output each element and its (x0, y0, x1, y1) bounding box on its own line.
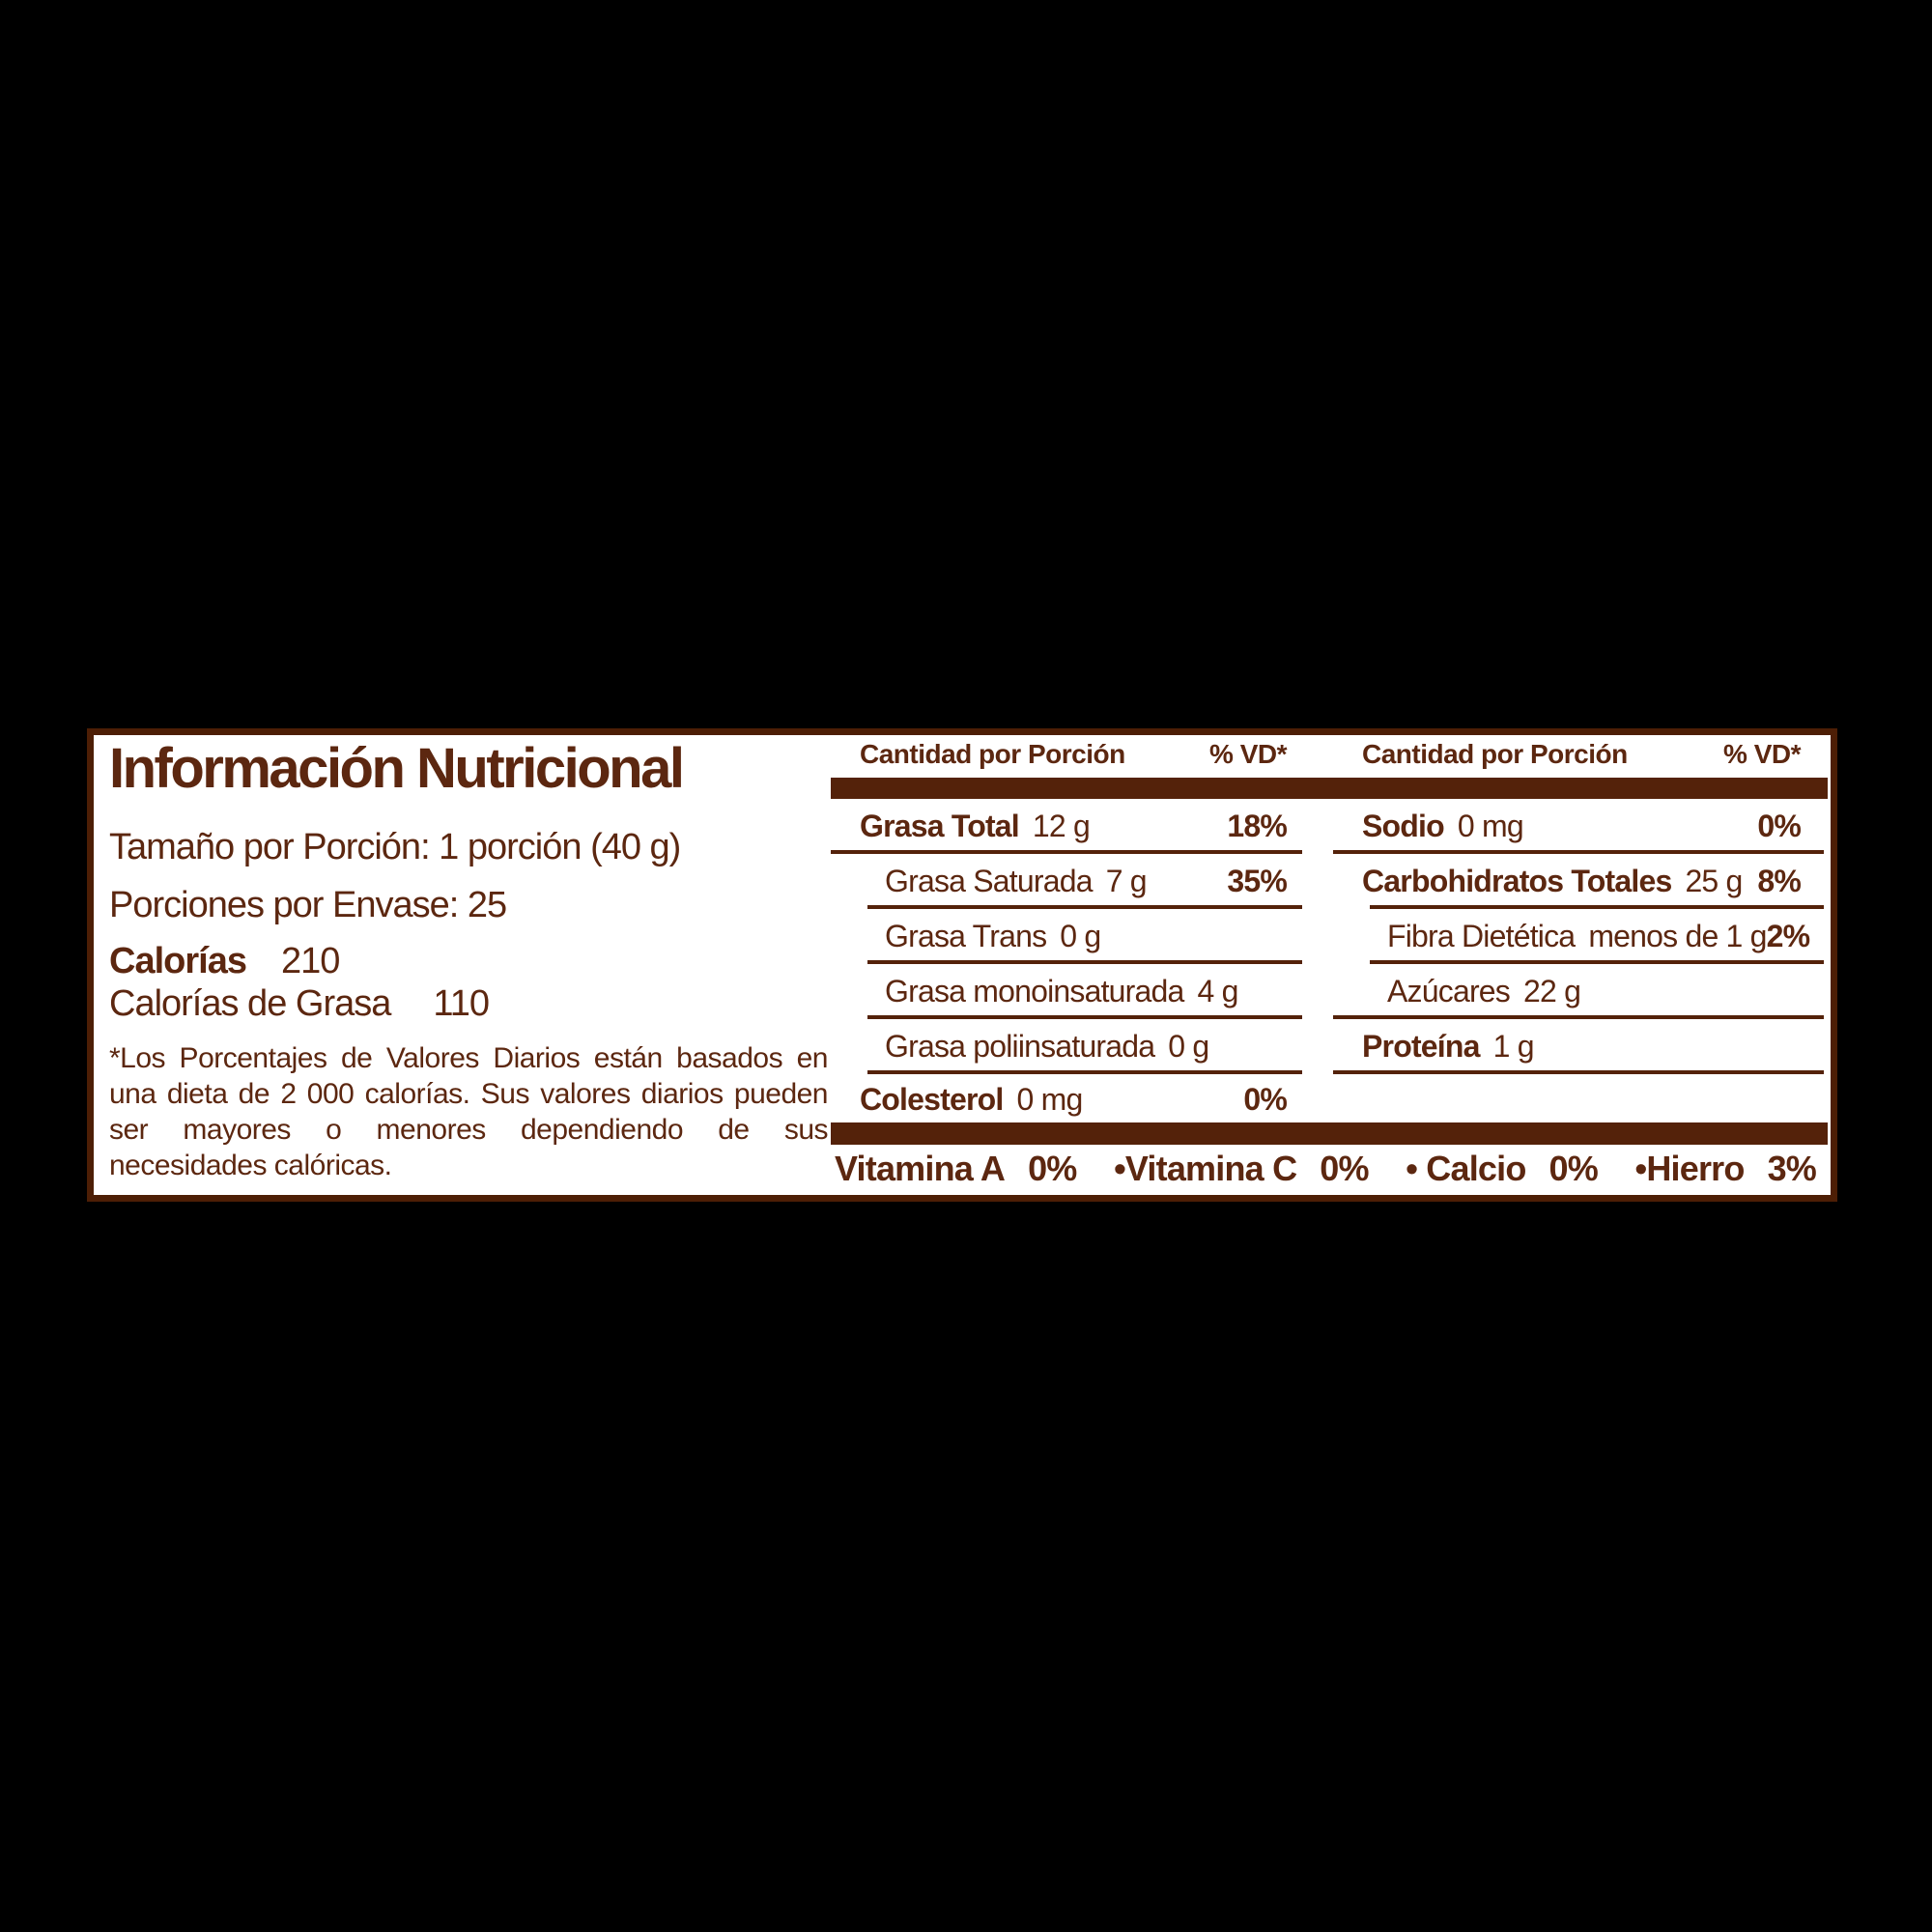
row-dv: 35% (1227, 864, 1287, 898)
row-value: 1 g (1492, 1029, 1535, 1064)
calories-from-fat-value: 110 (433, 983, 490, 1024)
daily-values-footnote: *Los Porcentajes de Valores Diarios está… (109, 1042, 829, 1181)
vitamin-c-item: •Vitamina C 0% (1114, 1149, 1369, 1189)
row-value: 7 g (1105, 864, 1148, 898)
daily-value-header: % VD* (1209, 739, 1287, 769)
vitamin-a-label: Vitamina A (835, 1149, 1006, 1188)
row-value: 12 g (1032, 809, 1091, 843)
calcio-label: • Calcio (1406, 1149, 1526, 1188)
calories-from-fat-line: Calorías de Grasa 110 (109, 982, 828, 1025)
table-row-grasa-total: Grasa Total 12 g 18% (831, 799, 1302, 854)
table-row-colesterol: Colesterol 0 mg 0% (831, 1074, 1302, 1124)
hierro-item: •Hierro 3% (1634, 1149, 1817, 1189)
row-label: Grasa poliinsaturada (885, 1029, 1155, 1064)
daily-value-header: % VD* (1723, 739, 1801, 769)
table-row-grasa-poliinsaturada: Grasa poliinsaturada 0 g (831, 1019, 1302, 1074)
calories-line: Calorías 210 (109, 940, 828, 982)
vitamins-separator-bar (831, 1122, 1828, 1145)
row-label: Grasa Trans (885, 919, 1047, 953)
right-column-header: Cantidad por Porción % VD* (1333, 735, 1824, 778)
row-label: Proteína (1362, 1029, 1480, 1064)
vitamins-minerals-line: Vitamina A 0% •Vitamina C 0% • Calcio 0% •H… (831, 1147, 1828, 1191)
row-label: Grasa monoinsaturada (885, 974, 1184, 1009)
vitamin-a-item: Vitamina A 0% (835, 1149, 1077, 1189)
panel-inner: Información Nutricional Tamaño por Porci… (94, 735, 1831, 1195)
header-separator-bar (831, 778, 1828, 799)
nutrition-facts-panel: Información Nutricional Tamaño por Porci… (87, 728, 1837, 1202)
table-row-proteina: Proteína 1 g (1333, 1019, 1824, 1074)
amount-per-serving-header: Cantidad por Porción (1362, 739, 1628, 769)
right-column: Cantidad por Porción % VD* Sodio 0 mg 0%… (1333, 735, 1824, 1074)
middle-column-header: Cantidad por Porción % VD* (831, 735, 1302, 778)
hierro-label: •Hierro (1634, 1149, 1746, 1188)
middle-column: Cantidad por Porción % VD* Grasa Total 1… (831, 735, 1302, 1124)
row-label: Grasa Total (860, 809, 1020, 843)
row-label: Colesterol (860, 1081, 1004, 1117)
row-label: Grasa Saturada (885, 864, 1094, 898)
vitamin-a-value: 0% (1028, 1149, 1077, 1188)
calcio-item: • Calcio 0% (1406, 1149, 1598, 1189)
row-value: 0 g (1168, 1029, 1209, 1064)
row-dv: 0% (1757, 809, 1801, 843)
table-row-azucares: Azúcares 22 g (1333, 964, 1824, 1019)
right-rows: Sodio 0 mg 0% Carbohidratos Totales 25 g… (1333, 799, 1824, 1074)
row-value: 25 g (1685, 864, 1743, 898)
calories-label: Calorías (109, 941, 247, 981)
row-value: 4 g (1197, 974, 1239, 1009)
table-row-carbohidratos-totales: Carbohidratos Totales 25 g 8% (1333, 854, 1824, 909)
serving-size-line: Tamaño por Porción: 1 porción (40 g) (109, 827, 681, 867)
vitamin-c-label: •Vitamina C (1114, 1149, 1297, 1188)
table-row-sodio: Sodio 0 mg 0% (1333, 799, 1824, 854)
vitamin-c-value: 0% (1320, 1149, 1369, 1188)
middle-rows: Grasa Total 12 g 18% Grasa Saturada 7 g … (831, 799, 1302, 1124)
row-dv: 2% (1766, 919, 1810, 953)
row-label: Azúcares (1387, 974, 1511, 1009)
servings-per-container-line: Porciones por Envase: 25 (109, 885, 507, 925)
table-row-grasa-trans: Grasa Trans 0 g (831, 909, 1302, 964)
row-label: Fibra Dietética (1387, 919, 1576, 953)
panel-title: Información Nutricional (109, 737, 685, 800)
row-dv: 0% (1243, 1081, 1287, 1117)
amount-per-serving-header: Cantidad por Porción (860, 739, 1125, 769)
calcio-value: 0% (1548, 1149, 1599, 1188)
row-value: 0 g (1060, 919, 1101, 953)
table-row-fibra-dietetica: Fibra Dietética menos de 1 g 2% (1333, 909, 1824, 964)
row-label: Sodio (1362, 809, 1445, 843)
table-row-grasa-saturada: Grasa Saturada 7 g 35% (831, 854, 1302, 909)
row-dv: 8% (1757, 864, 1801, 898)
table-row-grasa-monoinsaturada: Grasa monoinsaturada 4 g (831, 964, 1302, 1019)
row-value: 22 g (1523, 974, 1581, 1009)
calories-value: 210 (280, 941, 340, 981)
row-dv: 18% (1227, 809, 1287, 843)
calories-from-fat-label: Calorías de Grasa (109, 983, 391, 1024)
row-value: menos de 1 g (1588, 919, 1767, 953)
row-value: 0 mg (1016, 1081, 1084, 1117)
hierro-value: 3% (1767, 1149, 1817, 1188)
row-label: Carbohidratos Totales (1362, 864, 1672, 898)
left-column: Información Nutricional Tamaño por Porci… (109, 737, 829, 1183)
row-value: 0 mg (1457, 809, 1524, 843)
